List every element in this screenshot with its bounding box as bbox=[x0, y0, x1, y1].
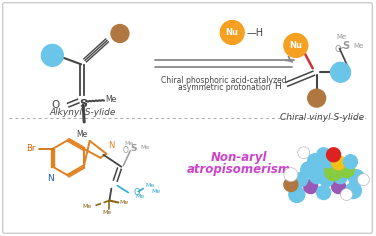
Text: H: H bbox=[274, 82, 281, 91]
Circle shape bbox=[320, 173, 334, 187]
Text: S: S bbox=[79, 99, 87, 109]
Circle shape bbox=[324, 163, 343, 181]
Text: Non-aryl: Non-aryl bbox=[211, 151, 267, 164]
Text: Chiral vinyl S-ylide: Chiral vinyl S-ylide bbox=[280, 113, 364, 122]
Circle shape bbox=[308, 154, 321, 168]
Text: Me: Me bbox=[124, 141, 134, 146]
Text: N: N bbox=[108, 141, 115, 150]
Circle shape bbox=[41, 44, 63, 66]
Circle shape bbox=[338, 162, 355, 178]
Circle shape bbox=[284, 168, 298, 182]
Text: S: S bbox=[342, 42, 349, 51]
Text: Me: Me bbox=[151, 189, 161, 194]
Circle shape bbox=[289, 187, 305, 202]
Text: Br: Br bbox=[26, 144, 36, 153]
Text: Alkynyl S-ylide: Alkynyl S-ylide bbox=[49, 108, 115, 117]
Circle shape bbox=[298, 147, 310, 159]
Circle shape bbox=[284, 178, 298, 192]
Circle shape bbox=[332, 180, 346, 194]
Text: O: O bbox=[334, 45, 341, 54]
Text: Me: Me bbox=[140, 145, 149, 150]
Circle shape bbox=[317, 185, 331, 199]
Circle shape bbox=[308, 89, 326, 107]
Circle shape bbox=[341, 189, 352, 201]
Text: Me: Me bbox=[337, 34, 347, 41]
Text: Me: Me bbox=[119, 200, 129, 205]
Circle shape bbox=[344, 155, 358, 169]
Circle shape bbox=[304, 180, 318, 194]
Circle shape bbox=[349, 170, 364, 185]
Circle shape bbox=[321, 154, 335, 168]
Text: Me: Me bbox=[103, 211, 112, 215]
Text: atropisomerism: atropisomerism bbox=[187, 163, 291, 176]
Text: Chiral phosphoric acid-catalyzed: Chiral phosphoric acid-catalyzed bbox=[161, 76, 287, 85]
Text: Nu: Nu bbox=[226, 28, 239, 37]
Circle shape bbox=[316, 162, 332, 178]
Circle shape bbox=[346, 183, 361, 198]
Circle shape bbox=[294, 173, 308, 187]
Circle shape bbox=[332, 156, 346, 170]
Text: Me: Me bbox=[136, 194, 145, 198]
Text: O: O bbox=[51, 100, 59, 110]
Circle shape bbox=[358, 174, 369, 185]
Circle shape bbox=[284, 34, 308, 57]
Text: O: O bbox=[122, 146, 128, 155]
Text: —H: —H bbox=[246, 28, 263, 38]
Circle shape bbox=[111, 25, 129, 42]
Text: Me: Me bbox=[82, 204, 91, 209]
Text: Me: Me bbox=[353, 43, 364, 49]
Text: S: S bbox=[130, 144, 136, 153]
Text: Me: Me bbox=[145, 183, 155, 188]
Circle shape bbox=[317, 148, 331, 162]
Text: N: N bbox=[47, 174, 54, 183]
Text: Me: Me bbox=[77, 130, 88, 139]
Circle shape bbox=[334, 170, 347, 184]
Circle shape bbox=[327, 148, 341, 162]
Circle shape bbox=[220, 21, 244, 44]
Circle shape bbox=[331, 62, 350, 82]
Text: Me: Me bbox=[105, 95, 116, 104]
Text: O: O bbox=[133, 188, 140, 197]
Text: Nu: Nu bbox=[289, 41, 302, 50]
Text: asymmetric protonation: asymmetric protonation bbox=[178, 83, 271, 92]
Circle shape bbox=[310, 170, 324, 184]
Circle shape bbox=[301, 162, 317, 178]
